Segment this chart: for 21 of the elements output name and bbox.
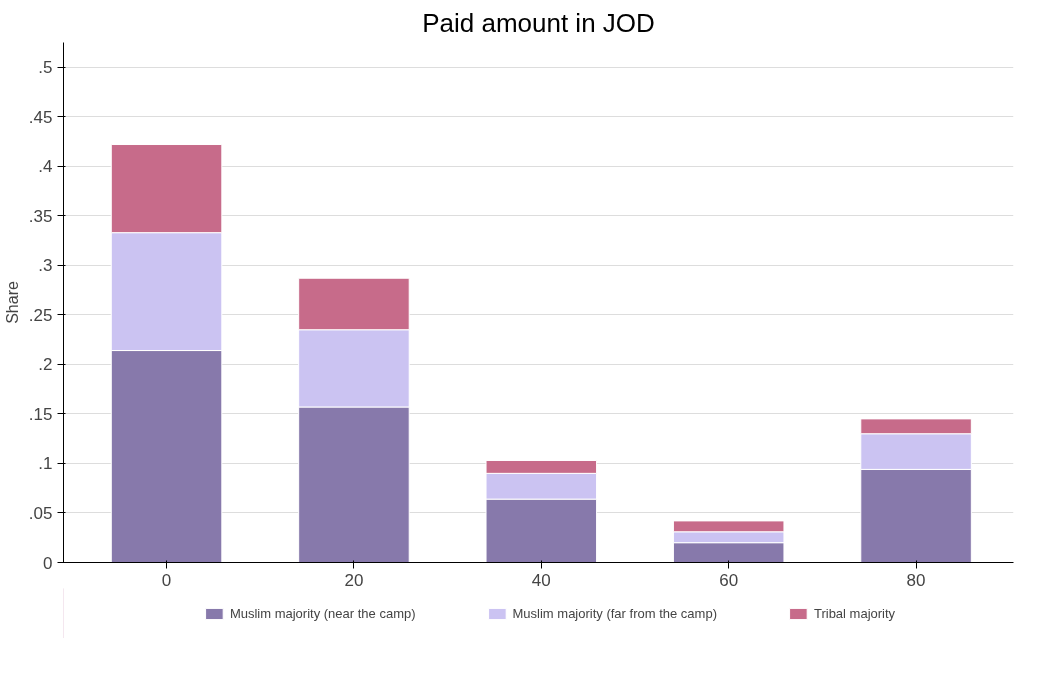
- y-tick-label: .45: [28, 107, 53, 127]
- y-tick-label: .2: [38, 355, 53, 375]
- x-tick-label: 40: [531, 570, 551, 590]
- x-tick-label: 20: [344, 570, 364, 590]
- x-tick-label: 60: [719, 570, 739, 590]
- y-tick-label: .4: [38, 157, 53, 177]
- y-tick-label: .05: [28, 503, 53, 523]
- x-tick-label: 0: [161, 570, 172, 590]
- y-tick-label: 0: [43, 553, 53, 573]
- y-axis-title: Share: [3, 281, 21, 324]
- y-tick-label: .1: [38, 454, 53, 474]
- chart-title: Paid amount in JOD: [422, 7, 655, 38]
- y-tick-label: .5: [38, 58, 53, 78]
- y-tick-label: .35: [28, 206, 53, 226]
- legend-label: Muslim majority (near the camp): [229, 605, 416, 621]
- y-tick-label: .15: [28, 404, 53, 424]
- legend-label: Muslim majority (far from the camp): [512, 605, 717, 621]
- y-tick-label: .3: [38, 256, 53, 276]
- legend-label: Tribal majority: [813, 605, 896, 621]
- x-tick-label: 80: [906, 570, 926, 590]
- y-tick-label: .25: [28, 305, 53, 325]
